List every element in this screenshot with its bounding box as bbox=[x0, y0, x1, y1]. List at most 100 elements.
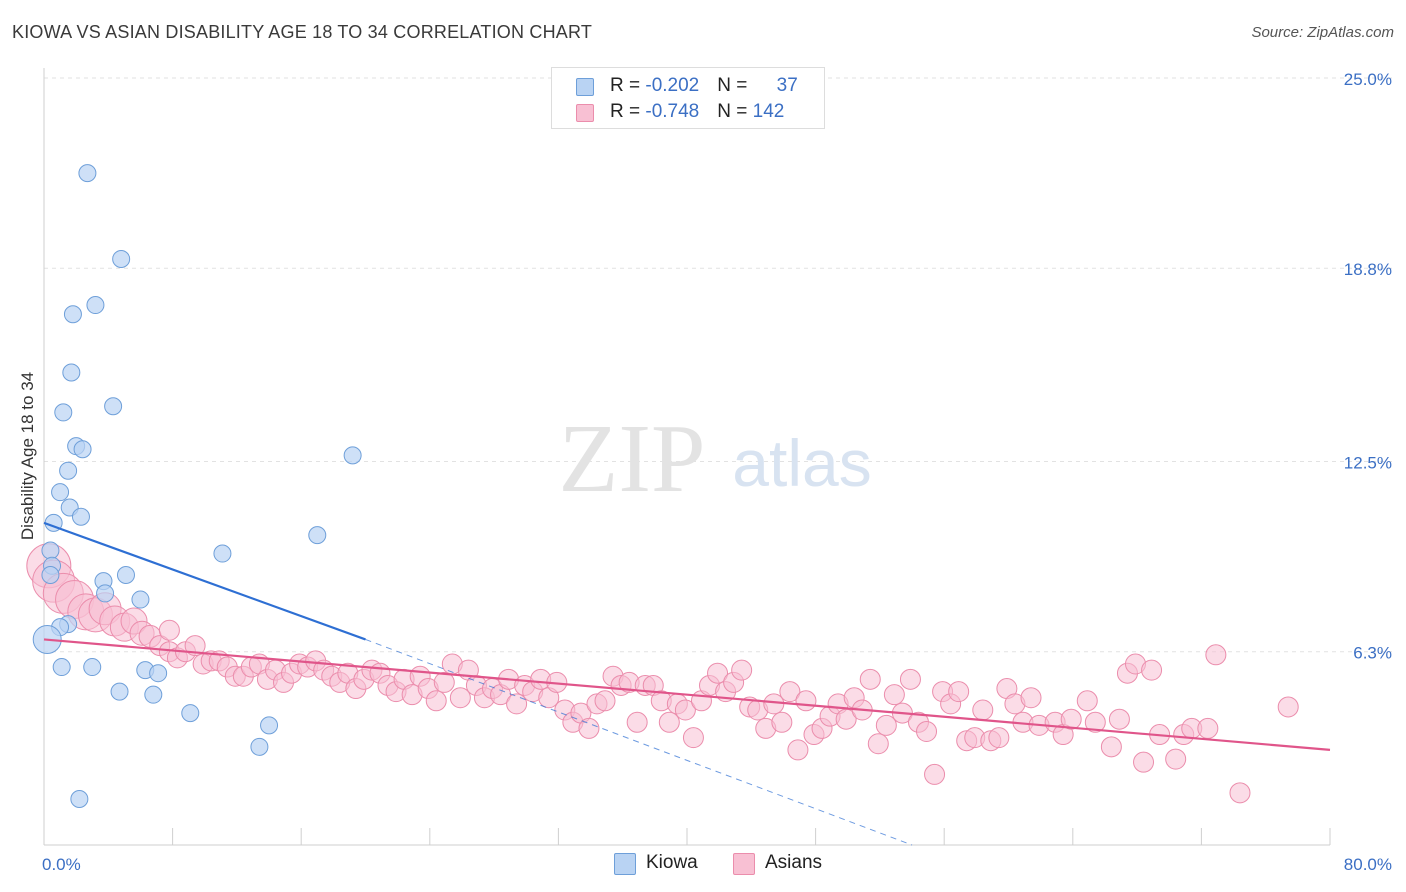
kiowa-point bbox=[59, 461, 78, 480]
asians-point bbox=[425, 690, 447, 712]
asians-point bbox=[1100, 736, 1122, 758]
asians-point bbox=[658, 711, 680, 733]
asians-point bbox=[1020, 687, 1042, 709]
asians-point bbox=[924, 763, 946, 785]
kiowa-trend-extension bbox=[365, 638, 913, 846]
kiowa-point bbox=[116, 566, 135, 585]
y-tick-label: 18.8% bbox=[1344, 260, 1392, 279]
asians-n-label: N = bbox=[717, 101, 753, 122]
asians-point bbox=[1108, 708, 1130, 730]
kiowa-point bbox=[308, 526, 327, 545]
kiowa-point bbox=[73, 440, 92, 459]
asians-point bbox=[1165, 748, 1187, 770]
y-tick-label: 6.3% bbox=[1353, 644, 1392, 663]
grid-lines bbox=[44, 77, 1392, 653]
kiowa-point bbox=[52, 658, 71, 677]
kiowa-n-value: 37 bbox=[776, 75, 798, 96]
asians-point bbox=[916, 720, 938, 742]
chart-title: KIOWA VS ASIAN DISABILITY AGE 18 TO 34 C… bbox=[12, 22, 593, 42]
kiowa-point bbox=[83, 658, 102, 677]
asians-point bbox=[449, 687, 471, 709]
kiowa-point bbox=[250, 737, 269, 756]
asians-point bbox=[972, 699, 994, 721]
kiowa-point bbox=[343, 446, 362, 465]
kiowa-point bbox=[131, 590, 150, 609]
watermark-atlas: atlas bbox=[732, 426, 871, 500]
asians-point bbox=[731, 659, 753, 681]
kiowa-point bbox=[78, 164, 97, 183]
kiowa-point bbox=[96, 584, 115, 603]
kiowa-point bbox=[41, 566, 60, 585]
asians-point bbox=[787, 739, 809, 761]
asians-point bbox=[795, 690, 817, 712]
kiowa-legend-label: Kiowa bbox=[646, 852, 698, 873]
asians-point bbox=[433, 671, 455, 693]
x-tick-label: 80.0% bbox=[1344, 855, 1392, 874]
asians-point bbox=[506, 693, 528, 715]
kiowa-point bbox=[86, 296, 105, 315]
kiowa-point bbox=[149, 664, 168, 683]
asians-point bbox=[883, 684, 905, 706]
watermark-zip: ZIP bbox=[559, 405, 706, 513]
x-tick-label: 0.0% bbox=[42, 855, 81, 874]
asians-point bbox=[1076, 690, 1098, 712]
kiowa-point bbox=[144, 685, 163, 704]
asians-point bbox=[707, 662, 729, 684]
kiowa-swatch bbox=[576, 78, 594, 96]
asians-legend-label: Asians bbox=[765, 852, 823, 873]
asians-point bbox=[594, 690, 616, 712]
y-tick-label: 25.0% bbox=[1344, 70, 1392, 89]
asians-r-value: -0.748 bbox=[645, 101, 700, 122]
kiowa-point bbox=[181, 704, 200, 723]
asians-point bbox=[1084, 711, 1106, 733]
asians-point bbox=[899, 668, 921, 690]
asians-point bbox=[867, 733, 889, 755]
tick-labels: 6.3% 12.5% 18.8% 25.0% 0.0% 80.0% bbox=[42, 70, 1392, 874]
asians-point bbox=[988, 727, 1010, 749]
asians-point bbox=[1229, 782, 1251, 804]
asians-point bbox=[682, 727, 704, 749]
correlation-legend: R = -0.202 N = 37 R = -0.748 N = 142 bbox=[551, 67, 825, 129]
asians-swatch bbox=[576, 104, 594, 122]
asians-point bbox=[875, 714, 897, 736]
kiowa-point bbox=[110, 682, 129, 701]
asians-point bbox=[1205, 644, 1227, 666]
asians-point bbox=[859, 668, 881, 690]
kiowa-point bbox=[54, 403, 73, 422]
asians-point bbox=[771, 711, 793, 733]
kiowa-r-value: -0.202 bbox=[645, 75, 700, 96]
asians-point bbox=[1141, 659, 1163, 681]
kiowa-point bbox=[51, 483, 70, 502]
y-tick-label: 12.5% bbox=[1344, 454, 1392, 473]
asians-trend-line bbox=[43, 638, 1331, 751]
kiowa-point bbox=[213, 544, 232, 563]
kiowa-point bbox=[70, 789, 89, 808]
asians-point bbox=[948, 681, 970, 703]
kiowa-point bbox=[41, 541, 60, 560]
asians-point bbox=[626, 711, 648, 733]
kiowa-n-label: N = bbox=[717, 75, 753, 96]
asians-r-label: R = bbox=[610, 101, 646, 122]
trend-lines bbox=[43, 521, 1331, 846]
asians-legend-swatch bbox=[733, 853, 755, 875]
asians-point bbox=[184, 635, 206, 657]
asians-point bbox=[779, 681, 801, 703]
asians-point bbox=[674, 699, 696, 721]
kiowa-point bbox=[260, 716, 279, 735]
asians-point bbox=[1197, 717, 1219, 739]
asians-point bbox=[578, 717, 600, 739]
kiowa-legend-swatch bbox=[614, 853, 636, 875]
kiowa-point bbox=[63, 305, 82, 324]
kiowa-point bbox=[71, 507, 90, 526]
asians-point bbox=[1060, 708, 1082, 730]
kiowa-r-label: R = bbox=[610, 75, 646, 96]
asians-point bbox=[1277, 696, 1299, 718]
axes bbox=[43, 68, 1331, 846]
asians-n-value: 142 bbox=[752, 101, 785, 122]
asians-point bbox=[1133, 751, 1155, 773]
asians-point bbox=[158, 619, 180, 641]
watermark: ZIP atlas bbox=[559, 405, 872, 513]
kiowa-series bbox=[32, 164, 362, 808]
kiowa-point bbox=[104, 397, 123, 416]
kiowa-point bbox=[62, 363, 81, 382]
